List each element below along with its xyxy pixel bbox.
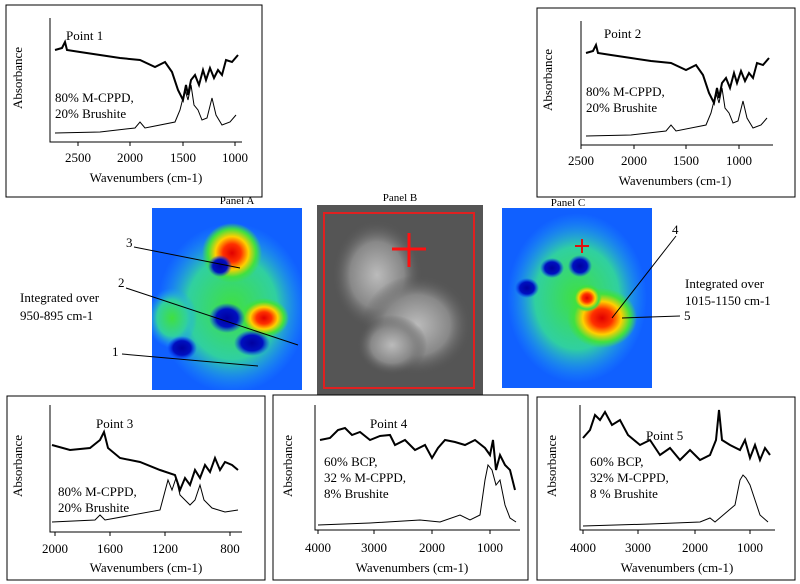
point-label: Point 4 xyxy=(370,416,408,431)
composition: 20% Brushite xyxy=(58,500,129,515)
point-marker: 3 xyxy=(126,235,133,250)
x-axis-label: Wavenumbers (cm-1) xyxy=(621,560,734,575)
point-label: Point 3 xyxy=(96,416,133,431)
spectrum-panel: Point 4 60% BCP, 32 % M-CPPD, 8% Brushit… xyxy=(272,394,529,581)
point-label: Point 5 xyxy=(646,428,683,443)
x-axis-label: Wavenumbers (cm-1) xyxy=(356,560,469,575)
composition: 80% M-CPPD, xyxy=(58,484,137,499)
x-axis-label: Wavenumbers (cm-1) xyxy=(619,173,732,188)
point-marker: 2 xyxy=(118,275,125,290)
composition: 80% M-CPPD, xyxy=(55,90,134,105)
composition: 20% Brushite xyxy=(586,100,657,115)
spectrum-line xyxy=(582,409,771,463)
composition: 8 % Brushite xyxy=(590,486,658,501)
composition: 60% BCP, xyxy=(324,454,377,469)
spectrum-panel: Point 1 80% M-CPPD, 20% Brushite 2500 20… xyxy=(5,4,263,198)
x-tick-label: 800 xyxy=(220,541,240,556)
leader-lines xyxy=(121,235,681,367)
axes xyxy=(314,405,520,531)
panel-title: Panel A xyxy=(220,195,255,207)
x-axis-label: Wavenumbers (cm-1) xyxy=(90,170,203,185)
composition: 20% Brushite xyxy=(55,106,126,121)
reference-line xyxy=(317,463,517,526)
x-tick-label: 4000 xyxy=(305,540,331,555)
tick-marks xyxy=(317,530,491,534)
panel-border xyxy=(272,394,529,581)
x-tick-label: 3000 xyxy=(625,540,651,555)
annotation: Integrated over xyxy=(685,276,765,291)
composition: 80% M-CPPD, xyxy=(586,84,665,99)
spectrum-panel: Point 2 80% M-CPPD, 20% Brushite 2500 20… xyxy=(536,7,796,198)
optical-image xyxy=(317,205,483,395)
x-tick-label: 2000 xyxy=(42,541,68,556)
heatmap xyxy=(502,208,652,388)
axes xyxy=(579,405,775,531)
y-axis-label: Absorbance xyxy=(540,49,555,111)
panel-border xyxy=(536,396,796,581)
point-marker: 4 xyxy=(672,222,679,237)
spectrum-panel: Point 3 80% M-CPPD, 20% Brushite 2000 16… xyxy=(6,395,266,581)
axes xyxy=(49,405,242,533)
heatmap xyxy=(152,208,302,390)
x-tick-label: 1000 xyxy=(222,150,248,165)
x-tick-label: 1000 xyxy=(726,153,752,168)
composition: 60% BCP, xyxy=(590,454,643,469)
x-tick-label: 1600 xyxy=(97,541,123,556)
x-tick-label: 3000 xyxy=(361,540,387,555)
x-tick-label: 1000 xyxy=(477,540,503,555)
x-tick-label: 1500 xyxy=(673,153,699,168)
map-panel: Panel A xyxy=(152,195,302,390)
x-tick-label: 2000 xyxy=(117,150,143,165)
x-tick-label: 2000 xyxy=(682,540,708,555)
x-tick-label: 1000 xyxy=(737,540,763,555)
spectrum-line xyxy=(319,426,516,491)
panel-title: Panel B xyxy=(383,192,418,204)
point-marker: 1 xyxy=(112,344,119,359)
reference-line xyxy=(54,84,237,134)
reference-line xyxy=(582,474,769,527)
map-panel: Panel B xyxy=(317,192,483,395)
x-tick-label: 2500 xyxy=(65,150,91,165)
x-tick-label: 1500 xyxy=(170,150,196,165)
spectrum-line xyxy=(51,429,239,493)
x-tick-label: 4000 xyxy=(570,540,596,555)
composition: 8% Brushite xyxy=(324,486,389,501)
y-axis-label: Absorbance xyxy=(280,435,295,497)
annotation: 1015-1150 cm-1 xyxy=(685,293,771,308)
reference-line xyxy=(585,87,768,137)
x-tick-label: 2000 xyxy=(621,153,647,168)
composition: 32% M-CPPD, xyxy=(590,470,669,485)
annotation: 950-895 cm-1 xyxy=(20,308,93,323)
spectrum-panel: Point 5 60% BCP, 32% M-CPPD, 8 % Brushit… xyxy=(536,396,796,581)
point-label: Point 2 xyxy=(604,26,641,41)
spectrum-line xyxy=(585,42,770,107)
reference-line xyxy=(51,476,239,523)
tick-marks xyxy=(582,530,751,534)
y-axis-label: Absorbance xyxy=(544,435,559,497)
x-axis-label: Wavenumbers (cm-1) xyxy=(90,560,203,575)
spectrum-line xyxy=(54,39,239,104)
x-tick-label: 2500 xyxy=(568,153,594,168)
point-label: Point 1 xyxy=(66,28,103,43)
y-axis-label: Absorbance xyxy=(10,435,25,497)
panel-border xyxy=(5,4,263,198)
axes xyxy=(49,18,242,143)
panel-border xyxy=(6,395,266,581)
annotation: Integrated over xyxy=(20,290,100,305)
tick-marks xyxy=(580,145,740,149)
x-tick-label: 2000 xyxy=(419,540,445,555)
map-panel: Panel C xyxy=(502,197,652,388)
y-axis-label: Absorbance xyxy=(10,47,25,109)
tick-marks xyxy=(77,142,236,146)
panel-title: Panel C xyxy=(551,197,586,209)
x-tick-label: 1200 xyxy=(152,541,178,556)
tick-marks xyxy=(54,532,231,536)
composition: 32 % M-CPPD, xyxy=(324,470,406,485)
point-marker: 5 xyxy=(684,308,691,323)
panel-border xyxy=(536,7,796,198)
